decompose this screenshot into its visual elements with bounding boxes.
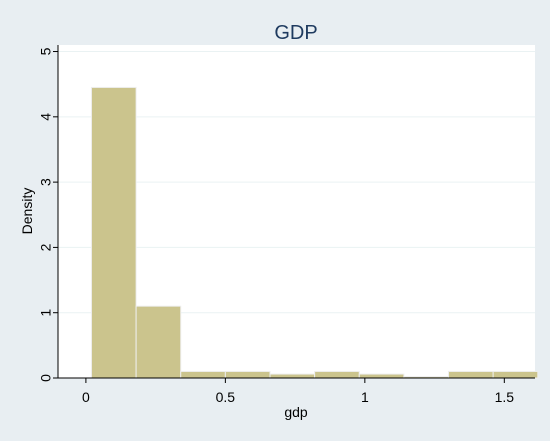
histogram-bar-9 xyxy=(492,370,539,379)
histogram-bar-5 xyxy=(314,370,360,379)
x-axis-label: gdp xyxy=(284,404,308,420)
histogram-bar-1 xyxy=(135,305,182,379)
histogram-bar-3 xyxy=(224,370,271,379)
x-tick-label-2: 1 xyxy=(361,389,369,405)
histogram-bar-2 xyxy=(180,370,226,379)
x-tick-label-1: 0.5 xyxy=(216,389,236,405)
histogram-bar-0 xyxy=(90,86,137,379)
x-tick-label-3: 1.5 xyxy=(495,389,515,405)
y-tick-label-5: 5 xyxy=(38,47,54,55)
histogram-bar-6 xyxy=(358,373,405,379)
x-axis-ticks: 0 0.5 1 1.5 xyxy=(82,378,514,405)
axes xyxy=(57,45,535,379)
histogram-bar-8 xyxy=(448,370,494,379)
y-axis-label: Density xyxy=(19,188,35,235)
y-tick-label-3: 3 xyxy=(38,178,54,186)
y-tick-label-0: 0 xyxy=(38,374,54,382)
histogram-bar-4 xyxy=(269,373,316,379)
y-tick-label-2: 2 xyxy=(38,243,54,251)
y-tick-label-4: 4 xyxy=(38,113,54,121)
y-axis-ticks: 0 1 2 3 4 5 xyxy=(38,47,58,382)
chart-title: GDP xyxy=(274,22,317,44)
x-tick-label-0: 0 xyxy=(82,389,90,405)
y-tick-label-1: 1 xyxy=(38,309,54,317)
